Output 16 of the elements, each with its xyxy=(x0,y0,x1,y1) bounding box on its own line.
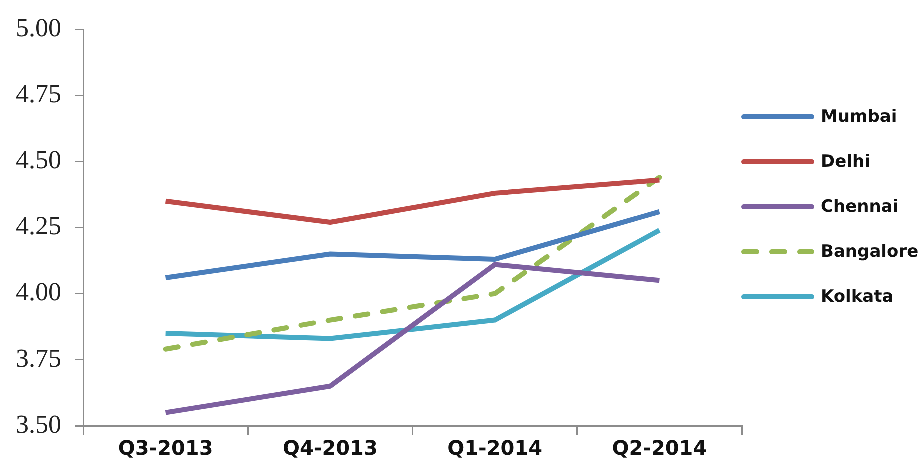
legend-label: Bangalore xyxy=(821,242,919,262)
x-tick-label: Q1-2014 xyxy=(448,436,543,460)
y-tick-label: 3.75 xyxy=(16,344,62,373)
legend-label: Delhi xyxy=(821,152,870,172)
legend-label: Chennai xyxy=(821,196,899,216)
x-tick-label: Q4-2013 xyxy=(282,436,378,460)
y-tick-label: 3.50 xyxy=(16,410,62,439)
y-tick-label: 4.25 xyxy=(16,212,62,241)
x-tick-label: Q3-2013 xyxy=(118,436,214,460)
y-tick-label: 4.00 xyxy=(16,278,62,307)
legend-label: Kolkata xyxy=(821,286,894,306)
y-tick-label: 4.50 xyxy=(16,146,62,175)
y-tick-label: 5.00 xyxy=(16,13,62,42)
legend-label: Mumbai xyxy=(821,106,898,126)
x-tick-label: Q2-2014 xyxy=(612,436,708,460)
y-tick-label: 4.75 xyxy=(16,79,62,108)
